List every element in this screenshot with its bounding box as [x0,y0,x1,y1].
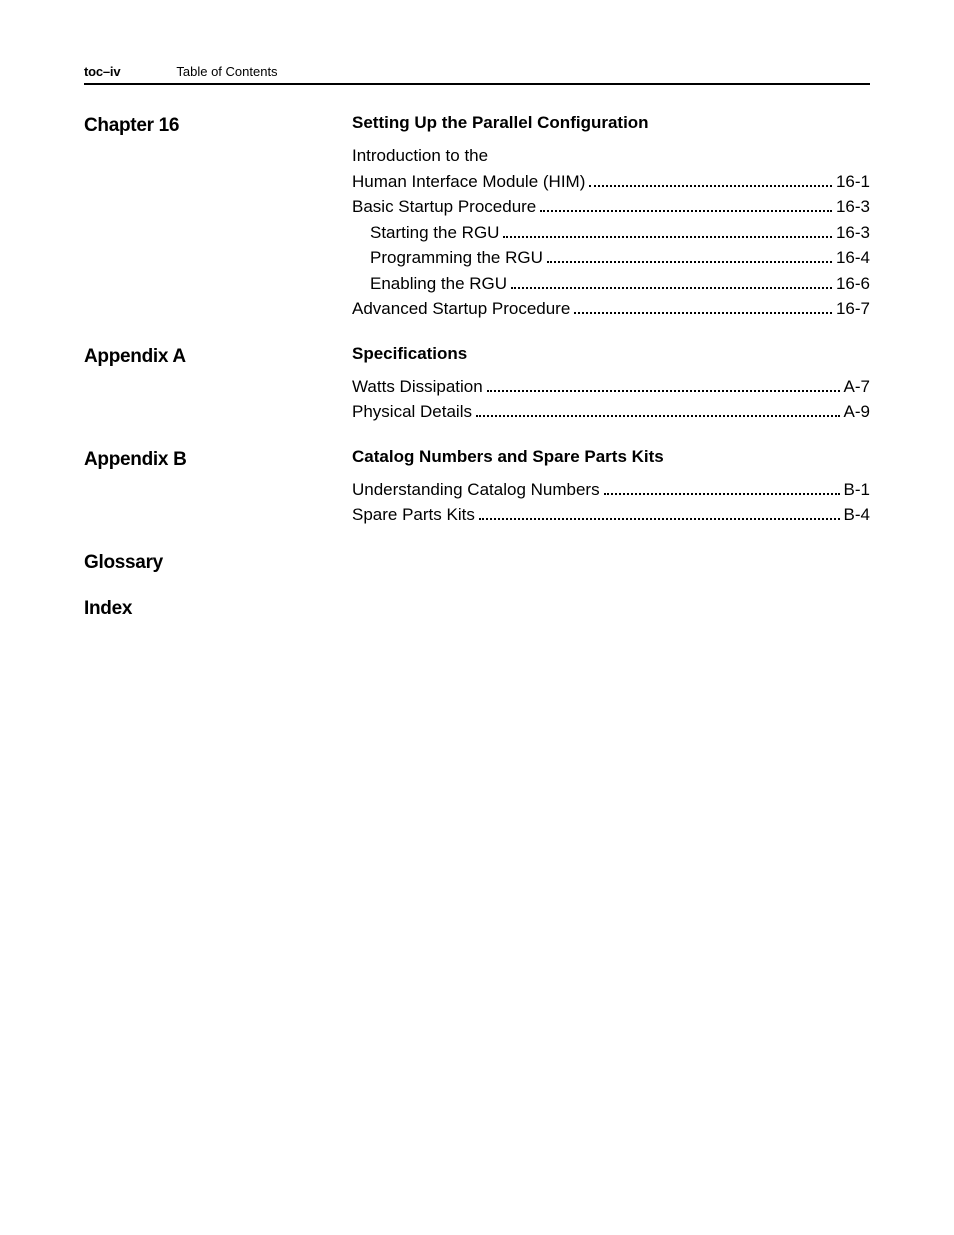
toc-entry: Spare Parts Kits B-4 [352,502,870,528]
toc-entry-label: Advanced Startup Procedure [352,296,570,322]
page-title: Table of Contents [176,64,277,79]
toc-entry: Advanced Startup Procedure 16-7 [352,296,870,322]
toc-entry-label: Starting the RGU [370,220,499,246]
toc-entry: Watts Dissipation A-7 [352,374,870,400]
toc-entry-page: 16-7 [836,296,870,322]
toc-entry-label: Human Interface Module (HIM) [352,169,585,195]
section-heading: Catalog Numbers and Spare Parts Kits [352,447,870,467]
section-content: Setting Up the Parallel Configuration Int… [352,113,870,322]
page-number: toc–iv [84,64,120,79]
toc-entry: Programming the RGU 16-4 [352,245,870,271]
toc-entry: Understanding Catalog Numbers B-1 [352,477,870,503]
toc-entry-page: A-9 [844,399,870,425]
section-label: Glossary [84,550,352,574]
toc-entry: Starting the RGU 16-3 [352,220,870,246]
toc-leader-dots [511,273,832,288]
toc-entry-page: 16-1 [836,169,870,195]
toc-body: Chapter 16Setting Up the Parallel Config… [84,113,870,620]
section-label: Appendix B [84,447,352,471]
toc-entry-label: Enabling the RGU [370,271,507,297]
toc-entry-page: 16-3 [836,194,870,220]
toc-entry-page: A-7 [844,374,870,400]
toc-section: Appendix ASpecifications Watts Dissipatio… [84,344,870,425]
toc-entry-page: 16-6 [836,271,870,297]
toc-entry-label: Programming the RGU [370,245,543,271]
section-heading: Specifications [352,344,870,364]
toc-leader-dots [503,222,832,237]
toc-entry: Physical Details A-9 [352,399,870,425]
toc-leader-dots [574,299,832,314]
toc-entry-label: Introduction to the [352,143,488,169]
toc-entry-label: Understanding Catalog Numbers [352,477,600,503]
toc-entry-page: B-1 [844,477,870,503]
toc-leader-dots [547,248,832,263]
toc-leader-dots [589,171,832,186]
toc-entry-label: Physical Details [352,399,472,425]
toc-entry-page: B-4 [844,502,870,528]
toc-entry-label: Watts Dissipation [352,374,483,400]
section-label: Chapter 16 [84,113,352,137]
page: toc–iv Table of Contents Chapter 16Setti… [0,0,954,620]
toc-leader-dots [487,376,840,391]
toc-entry: Enabling the RGU 16-6 [352,271,870,297]
toc-leader-dots [604,479,840,494]
toc-entry-label: Spare Parts Kits [352,502,475,528]
toc-entry-page: 16-4 [836,245,870,271]
section-content: SpecificationsWatts DissipationA-7Physic… [352,344,870,425]
toc-entry: Introduction to the [352,143,870,169]
toc-entry-label: Basic Startup Procedure [352,194,536,220]
toc-leader-dots [476,402,840,417]
toc-entry: Basic Startup Procedure 16-3 [352,194,870,220]
section-label: Index [84,596,352,620]
toc-entry-page: 16-3 [836,220,870,246]
running-header: toc–iv Table of Contents [84,64,870,85]
toc-section: Glossary [84,550,870,574]
toc-section: Appendix BCatalog Numbers and Spare Part… [84,447,870,528]
section-label: Appendix A [84,344,352,368]
section-content: Catalog Numbers and Spare Parts Kits Unde… [352,447,870,528]
toc-leader-dots [479,505,840,520]
section-heading: Setting Up the Parallel Configuration [352,113,870,133]
toc-entry: Human Interface Module (HIM) 16-1 [352,169,870,195]
toc-leader-dots [540,197,832,212]
toc-section: Chapter 16Setting Up the Parallel Config… [84,113,870,322]
toc-section: Index [84,596,870,620]
